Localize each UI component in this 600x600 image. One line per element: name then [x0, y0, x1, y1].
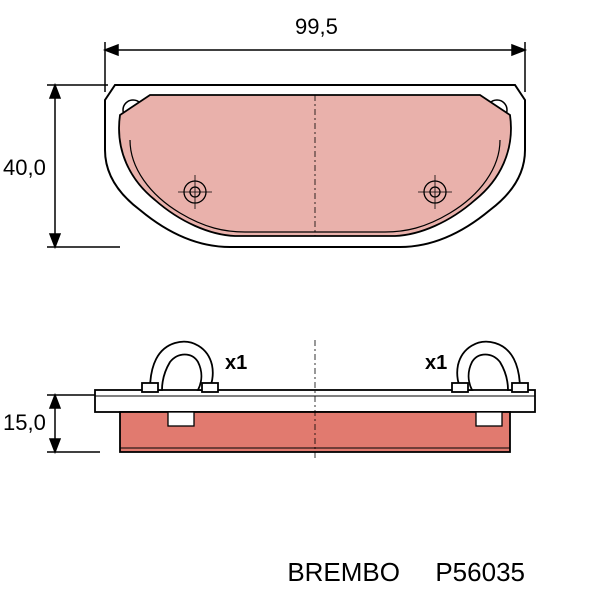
height-dimension-label: 40,0 [3, 155, 46, 181]
thickness-dimension [47, 395, 100, 452]
brand-label: BREMBO [287, 557, 400, 588]
part-number-label: P56035 [435, 557, 525, 588]
diagram-container: 99,5 40,0 15,0 x1 x1 BREMBO P56035 [0, 0, 600, 600]
technical-drawing [0, 0, 600, 600]
clip-right-label: x1 [425, 352, 447, 375]
brake-pad-side-view [95, 340, 535, 460]
brake-pad-top-view [105, 85, 525, 247]
clip-left [142, 342, 218, 392]
clip-right [452, 342, 528, 392]
width-dimension-label: 99,5 [295, 14, 338, 40]
thickness-dimension-label: 15,0 [3, 410, 46, 436]
clip-left-label: x1 [225, 352, 247, 375]
